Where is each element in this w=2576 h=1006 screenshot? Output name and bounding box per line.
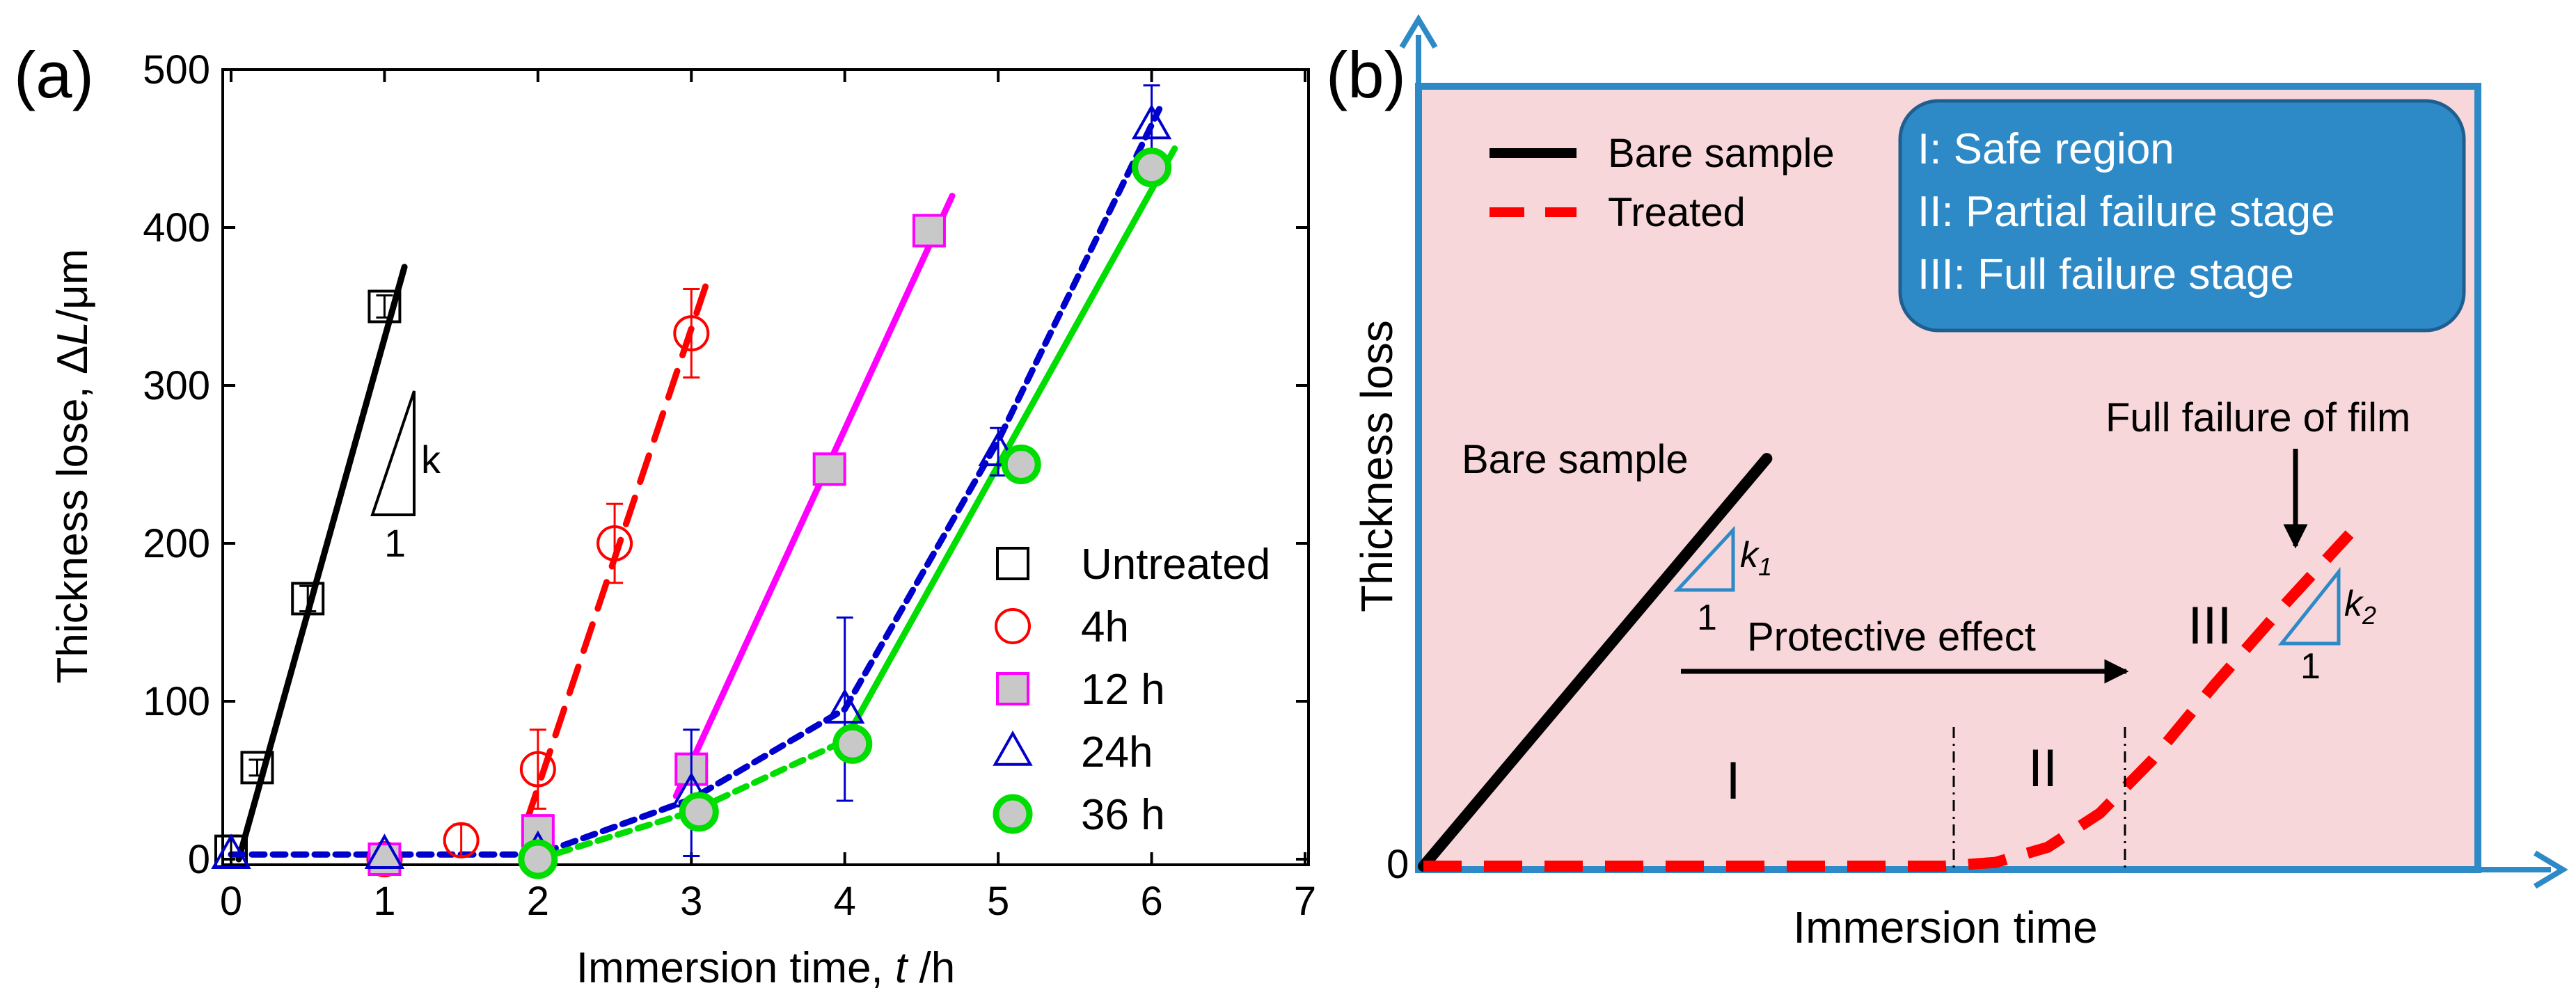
panel-b-x-axis-label: Immersion time: [1793, 902, 2097, 952]
panel-b-label: (b): [1326, 38, 1406, 111]
panel-b-k2-triangle-shape: [2277, 566, 2341, 646]
panel-a-x-tick-label: 4: [834, 879, 856, 924]
panel-b-k2-label: k2: [2344, 584, 2376, 630]
panel-a-plot-frame: [221, 68, 1310, 866]
legend-label: 12 h: [1081, 666, 1165, 714]
panel-b-k1-label: k1: [1740, 535, 1772, 581]
panel-a-x-tick-label: 2: [527, 879, 549, 924]
data-point: [912, 214, 946, 248]
data-point: [368, 843, 402, 876]
panel-a-x-tick-label: 1: [373, 879, 395, 924]
panel-b-protective-effect-label: Protective effect: [1747, 614, 2036, 660]
panel-b-info-line-3: III: Full failure stage: [1918, 250, 2294, 298]
panel-b-region-i: I: [1725, 751, 1740, 811]
panel-b-legend-bare-label: Bare sample: [1608, 131, 1835, 176]
data-point: [368, 289, 402, 324]
data-point: [812, 452, 846, 486]
panel-b-region-ii: II: [2028, 739, 2057, 798]
panel-b-k1-one: 1: [1697, 598, 1717, 638]
panel-b-info-line-2: II: Partial failure stage: [1918, 188, 2335, 236]
data-point: [211, 833, 251, 869]
panel-a-x-tick-label: 7: [1294, 879, 1316, 924]
panel-a-y-tick-label: 200: [143, 521, 210, 566]
data-point: [673, 315, 710, 352]
panel-a-legend: Untreated 4h 12 h 24h 36 h: [993, 541, 1270, 839]
panel-a-x-axis-label: Immersion time, t /h: [576, 944, 955, 992]
panel-a-x-tick-label: 5: [987, 879, 1009, 924]
data-point: [1001, 445, 1041, 484]
legend-label: 36 h: [1081, 791, 1165, 839]
panel-a-fit-line: [841, 145, 1178, 744]
panel-a-axes: 0 1 2 3 4 5 6 7 0 100 200 300 400 500: [143, 47, 1316, 924]
panel-b-full-failure-label: Full failure of film: [2105, 395, 2410, 440]
panel-b-x-axis-arrow: [2533, 850, 2568, 889]
legend-marker: [996, 547, 1029, 580]
data-point: [1131, 104, 1172, 140]
data-point: [291, 582, 325, 616]
data-point: [978, 431, 1018, 467]
data-point: [832, 724, 873, 764]
legend-marker: [996, 672, 1029, 705]
panel-a-y-tick-label: 300: [143, 363, 210, 408]
panel-b-k1-slope-triangle: k1 1: [1673, 525, 1772, 638]
legend-marker: [993, 730, 1033, 766]
panel-a-y-tick-label: 0: [188, 837, 210, 882]
panel-b: (b) 0 Immersion time Thickness loss Bare…: [1326, 14, 2568, 952]
data-point: [443, 822, 480, 859]
data-point: [518, 839, 558, 879]
panel-b-info-line-1: I: Safe region: [1918, 125, 2174, 173]
panel-a-fit-line: [228, 106, 1163, 858]
panel-b-info-box: I: Safe region II: Partial failure stage…: [1898, 99, 2466, 333]
panel-b-curves: [1418, 453, 2354, 872]
panel-b-k2-one: 1: [2300, 646, 2321, 687]
panel-a: (a) 0 1 2 3 4 5 6 7 0 100 200 300 400 500 Untreated 4h…: [14, 38, 1316, 992]
panel-b-y-axis-arrow: [1399, 14, 1438, 49]
panel-b-legend: Bare sample Treated: [1490, 131, 1835, 235]
panel-b-k2-slope-triangle: k2 1: [2277, 566, 2376, 687]
data-point: [240, 751, 274, 785]
panel-b-legend-treated-label: Treated: [1608, 190, 1746, 235]
data-point: [679, 792, 719, 832]
panel-a-x-tick-label: 6: [1140, 879, 1162, 924]
panel-a-fit-line: [523, 279, 710, 823]
panel-a-fit-line: [672, 193, 956, 799]
panel-a-slope-triangle: [370, 390, 416, 516]
panel-a-slope-k: k: [421, 438, 441, 481]
data-point: [364, 833, 405, 869]
panel-a-fit-lines: [228, 106, 1178, 863]
legend-label: 4h: [1081, 603, 1129, 651]
panel-a-label: (a): [14, 38, 94, 111]
panel-b-treated-curve: [1423, 530, 2354, 872]
legend-marker: [993, 794, 1033, 834]
panel-a-y-axis-label: Thickness lose, ΔL/μm: [49, 248, 97, 683]
panel-a-x-tick-label: 3: [680, 879, 702, 924]
data-point: [1132, 147, 1172, 188]
panel-b-origin-label: 0: [1386, 842, 1409, 887]
panel-b-k1-triangle-shape: [1673, 525, 1735, 592]
panel-b-bare-sample-annotation: Bare sample: [1462, 437, 1689, 482]
data-point: [596, 525, 633, 561]
panel-a-markers: [211, 84, 1172, 879]
panel-a-y-tick-label: 400: [143, 205, 210, 250]
legend-label: Untreated: [1081, 541, 1270, 589]
data-point: [824, 688, 865, 724]
panel-b-y-axis-label: Thickness loss: [1352, 320, 1402, 612]
legend-label: 24h: [1081, 728, 1153, 776]
panel-a-fit-line: [235, 264, 408, 863]
panel-b-region-iii: III: [2188, 596, 2231, 655]
panel-a-slope-one: 1: [384, 521, 406, 565]
legend-marker: [995, 608, 1031, 644]
panel-b-info-box-background: [1898, 99, 2466, 333]
panel-b-bare-sample-curve: [1418, 453, 1773, 872]
data-point: [519, 751, 556, 788]
panel-a-y-tick-label: 100: [143, 679, 210, 724]
panel-a-x-tick-label: 0: [220, 879, 242, 924]
panel-a-y-tick-label: 500: [143, 47, 210, 93]
